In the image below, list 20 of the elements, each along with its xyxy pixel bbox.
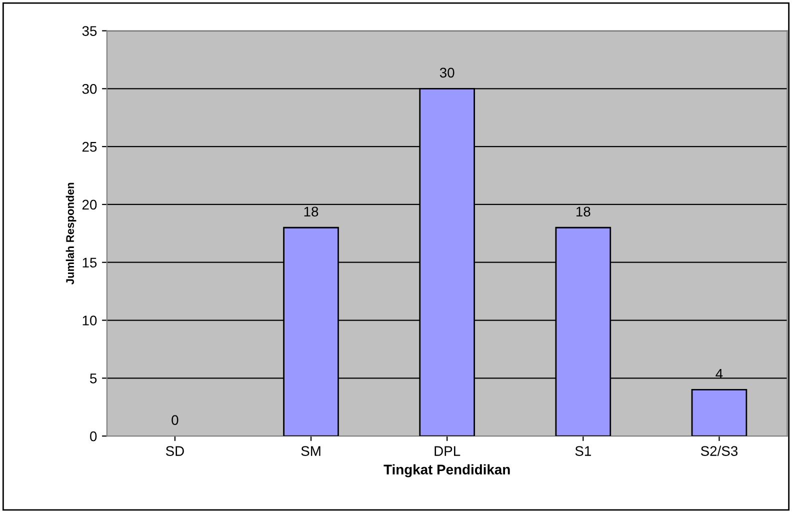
y-tick-label: 15 [82, 258, 97, 268]
y-tick-label: 20 [82, 200, 97, 210]
y-tick-label: 35 [82, 26, 97, 36]
y-tick-label: 25 [82, 142, 97, 152]
y-tick-label: 5 [90, 374, 97, 384]
data-label: 30 [440, 68, 454, 78]
data-label: 18 [304, 206, 318, 217]
x-axis-title: Tingkat Pendidikan [384, 464, 510, 478]
data-label: 18 [576, 206, 590, 217]
y-tick-label: 10 [82, 316, 97, 326]
y-tick-label: 0 [90, 431, 97, 442]
x-tick-label: S2/S3 [700, 446, 738, 456]
data-label: 4 [716, 368, 723, 379]
x-tick-label: DPL [434, 446, 460, 456]
y-tick-label: 30 [82, 84, 97, 94]
data-label: 0 [172, 415, 178, 425]
x-tick-label: S1 [575, 446, 591, 456]
x-tick-label: SD [166, 446, 184, 456]
y-axis-title: Jumlah Responden [66, 182, 76, 284]
x-tick-label: SM [301, 446, 320, 456]
